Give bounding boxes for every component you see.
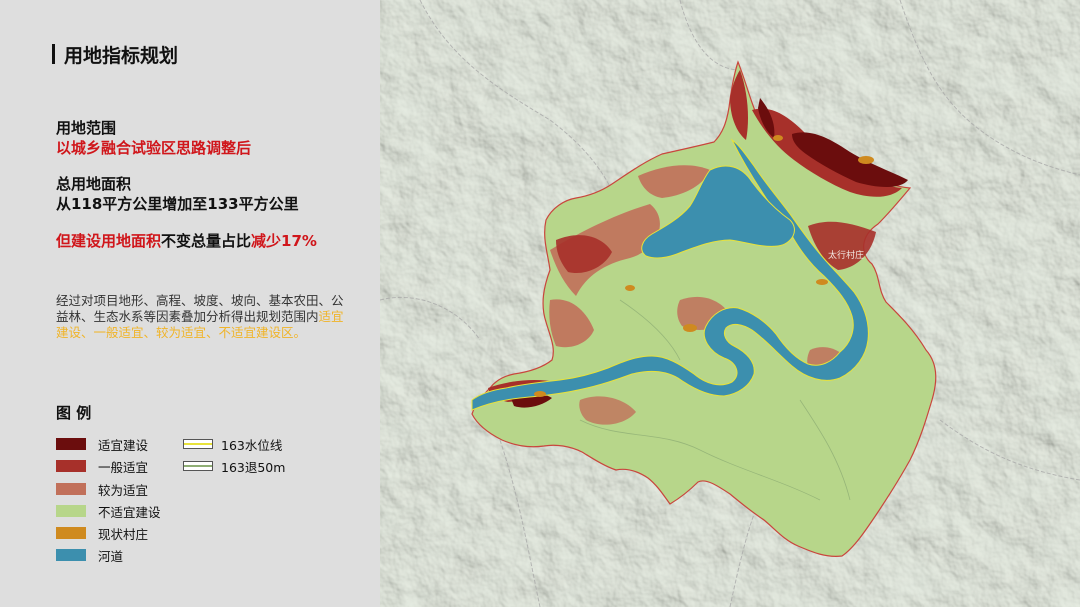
legend-item-suitable: 适宜建设 xyxy=(56,437,149,453)
planning-area: 太行村庄 xyxy=(471,60,937,557)
legend-line-swatch xyxy=(183,439,213,449)
legend-item-village: 现状村庄 xyxy=(56,526,149,542)
description-highlight: 适宜建设、一般适宜、较为适宜、不适宜建设区。 xyxy=(56,309,344,340)
area-fairly-central xyxy=(638,165,710,198)
legend-item-river: 河道 xyxy=(56,548,124,564)
village-marker xyxy=(773,135,783,141)
village-marker xyxy=(858,156,874,164)
legend-line-setback: 163退50m xyxy=(183,459,286,475)
area-reservoir xyxy=(641,165,795,259)
summary-highlight-1: 建设用地面积 xyxy=(71,232,162,250)
scope-label: 用地范围 xyxy=(56,119,117,137)
legend-label: 163水位线 xyxy=(221,437,283,453)
title-accent-bar xyxy=(52,44,55,64)
legend-label: 现状村庄 xyxy=(98,526,149,542)
area-fairly-west xyxy=(549,299,594,348)
legend-label: 一般适宜 xyxy=(98,459,149,475)
area-river xyxy=(471,138,869,411)
area-value: 从118平方公里增加至133平方公里 xyxy=(56,195,299,213)
village-markers xyxy=(534,135,874,397)
legend-swatch xyxy=(56,438,86,450)
summary-middle: 不变总量占比 xyxy=(161,232,252,250)
admin-boundaries xyxy=(380,0,1080,607)
village-marker xyxy=(625,285,635,291)
area-general-west xyxy=(556,235,612,274)
legend-label: 河道 xyxy=(98,548,124,564)
summary-prefix: 但 xyxy=(56,232,72,250)
description-text: 经过对项目地形、高程、坡度、坡向、基本农田、公益林、生态水系等因素叠加分析得出规… xyxy=(56,293,344,324)
map-place-label: 太行村庄 xyxy=(828,249,864,261)
area-suitable-north xyxy=(758,98,775,138)
page-title: 用地指标规划 xyxy=(64,45,179,67)
village-marker xyxy=(534,391,546,397)
legend-swatch xyxy=(56,460,86,472)
legend-swatch xyxy=(56,549,86,561)
legend-label: 不适宜建设 xyxy=(98,504,161,520)
area-fairly-southwest xyxy=(579,396,636,425)
area-suitable-northeast xyxy=(792,132,908,187)
legend-title: 图 例 xyxy=(56,404,92,422)
description: 经过对项目地形、高程、坡度、坡向、基本农田、公益林、生态水系等因素叠加分析得出规… xyxy=(56,293,346,341)
legend-label: 适宜建设 xyxy=(98,437,149,453)
legend-label: 较为适宜 xyxy=(98,482,149,498)
area-general-north xyxy=(730,70,748,140)
summary-highlight-2: 减少17% xyxy=(251,232,317,250)
setback-lines xyxy=(579,299,851,501)
village-marker xyxy=(816,279,828,285)
area-general-village-east xyxy=(808,221,876,270)
summary-line: 但建设用地面积不变总量占比减少17% xyxy=(56,230,317,251)
legend-swatch xyxy=(56,527,86,539)
legend-item-unsuitable: 不适宜建设 xyxy=(56,504,161,520)
village-marker xyxy=(683,324,697,332)
scope-value: 以城乡融合试验区思路调整后 xyxy=(56,139,252,157)
left-panel: 用地指标规划 用地范围 以城乡融合试验区思路调整后 总用地面积 从118平方公里… xyxy=(0,0,380,607)
legend-label: 163退50m xyxy=(221,459,286,475)
area-label: 总用地面积 xyxy=(56,175,132,193)
legend-line-water-level: 163水位线 xyxy=(183,437,283,453)
legend-swatch xyxy=(56,483,86,495)
land-use-map: 太行村庄 xyxy=(380,0,1080,607)
legend-swatch xyxy=(56,505,86,517)
legend-item-fairly: 较为适宜 xyxy=(56,482,149,498)
legend-line-swatch xyxy=(183,461,213,471)
legend-item-general: 一般适宜 xyxy=(56,459,149,475)
